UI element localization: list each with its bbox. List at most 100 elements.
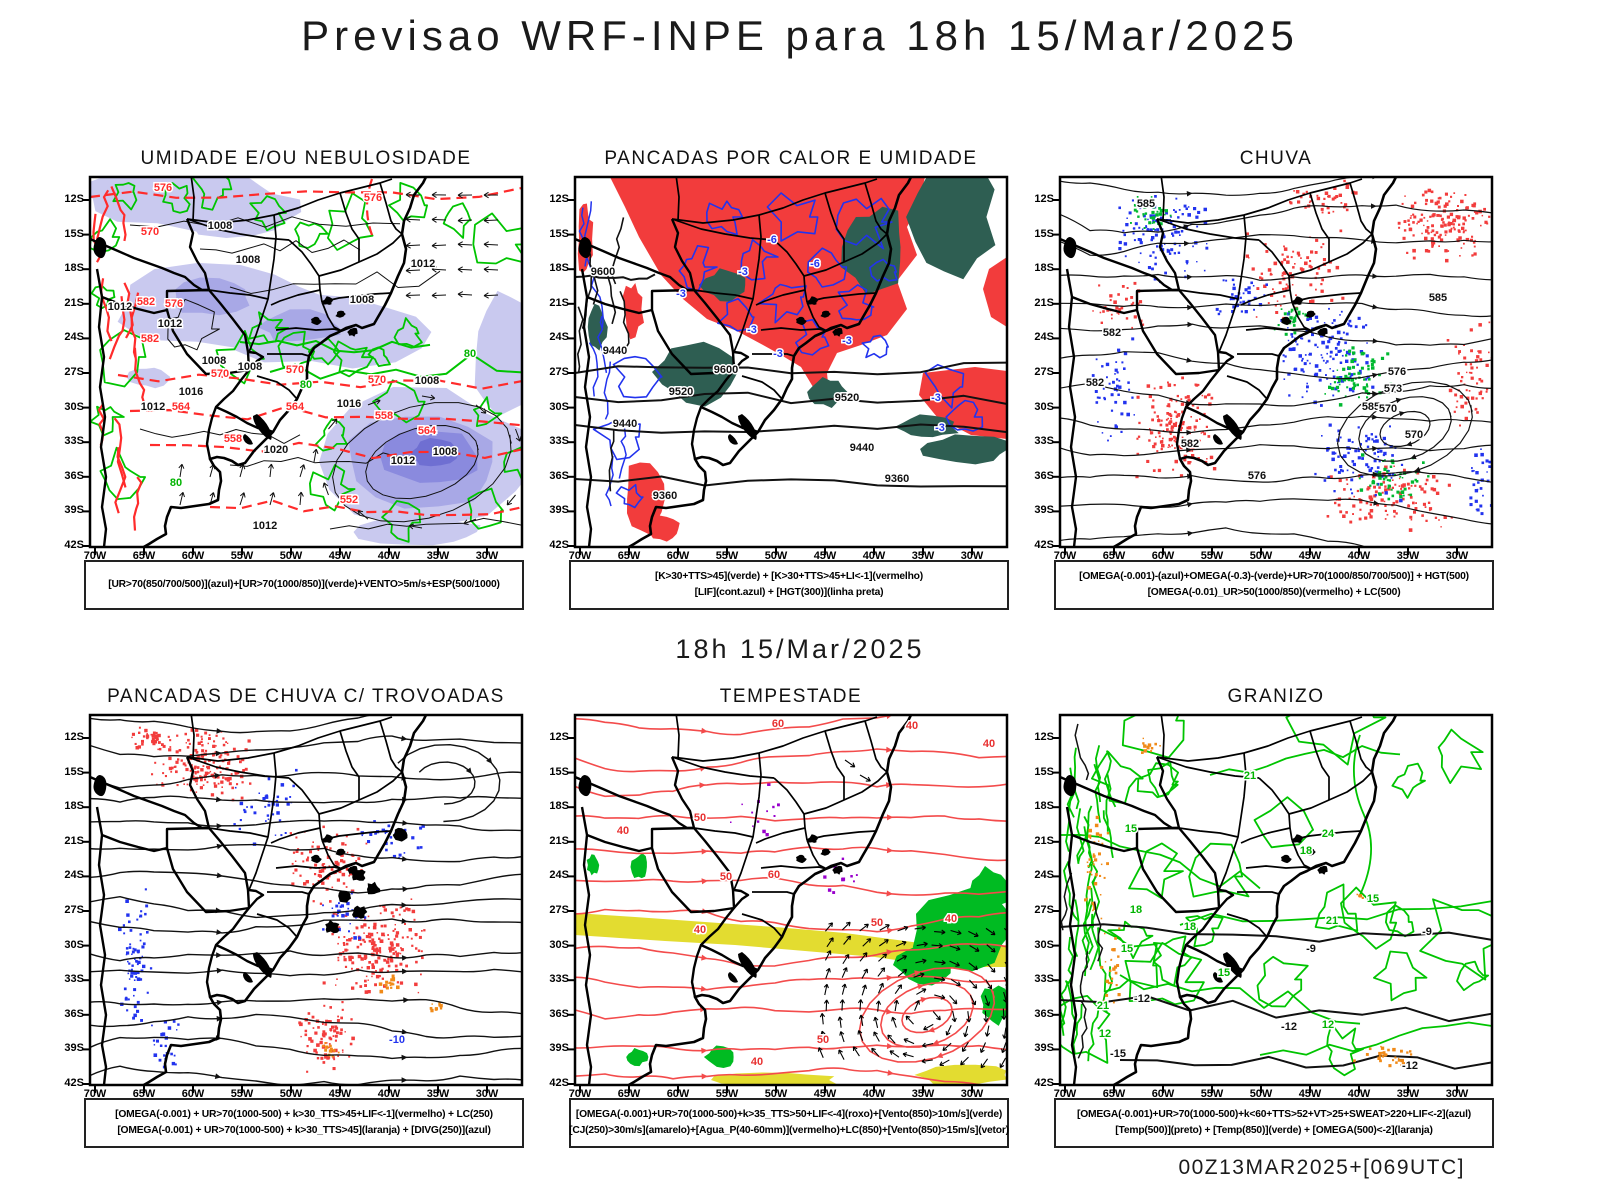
legend-line: [OMEGA(-0.001) + UR>70(1000-500) + k>30_… [117, 1125, 491, 1136]
svg-text:-12: -12 [1402, 1060, 1418, 1072]
svg-text:9520: 9520 [669, 386, 693, 398]
svg-text:9360: 9360 [885, 473, 909, 485]
map-canvas-trovoadas: -10 [83, 713, 524, 1093]
legend-line: [K>30+TTS>45](verde) + [K>30+TTS>45+LI<-… [654, 570, 924, 582]
lon-tick-label: 70W [83, 1088, 107, 1100]
svg-text:582: 582 [1103, 327, 1121, 339]
lat-tick-label: 21S [64, 834, 84, 847]
svg-text:80: 80 [300, 379, 312, 391]
svg-text:15: 15 [1367, 893, 1379, 905]
svg-text:80: 80 [170, 477, 182, 489]
lon-tick-label: 30W [475, 1088, 499, 1100]
svg-text:12: 12 [1322, 1019, 1334, 1031]
lon-tick-label: 50W [279, 1088, 303, 1100]
map-canvas-granizo: 21 24 15 18 21 15 18 15 15 12 21 12 18 -12 -9 -9 -12 -15 -… [1053, 713, 1494, 1093]
lon-tick-label: 35W [1396, 550, 1420, 562]
lat-tick-label: 36S [549, 469, 569, 482]
map-tempestade: 60 40 40 50 40 50 60 40 50 40 50 40 12S 15S 18S 21S 24S 2… [549, 713, 1009, 1100]
valid-time-label: 18h 15/Mar/2025 [675, 634, 925, 664]
panel-pancadas-calor: PANCADAS POR CALOR E UMIDADE 9600 9440 9600… [535, 148, 1015, 620]
lat-tick-label: 30S [64, 400, 84, 413]
legend-tempestade: [OMEGA(-0.001)+UR>70(1000-500)+k>35_TTS>… [569, 1098, 1009, 1148]
svg-text:570: 570 [1405, 429, 1423, 441]
lat-tick-label: 18S [1034, 262, 1054, 275]
lon-tick-label: 45W [1298, 550, 1322, 562]
svg-text:18: 18 [1184, 921, 1196, 933]
lat-tick-label: 33S [64, 973, 84, 986]
lat-tick-label: 21S [1034, 296, 1054, 309]
lat-tick-label: 24S [549, 869, 569, 882]
svg-text:582: 582 [1181, 438, 1199, 450]
legend-line: [LIF](cont.azul) + [HGT(300)](linha pret… [694, 587, 884, 598]
svg-text:50: 50 [817, 1034, 829, 1046]
svg-text:60: 60 [768, 869, 780, 881]
legend-line: [Temp(500)](preto) + [Temp(850)](verde) … [1115, 1125, 1433, 1136]
lat-tick-label: 36S [64, 1007, 84, 1020]
lat-tick-label: 36S [64, 469, 84, 482]
legend-line: [OMEGA(-0.001) + UR>70(1000-500) + k>30_… [115, 1108, 493, 1120]
svg-text:1012: 1012 [158, 318, 182, 330]
lat-tick-label: 27S [1034, 904, 1054, 916]
svg-text:9520: 9520 [835, 392, 859, 404]
svg-text:576: 576 [364, 192, 382, 204]
svg-text:50: 50 [694, 812, 706, 824]
svg-text:564: 564 [172, 401, 191, 413]
panel-title-tempestade: TEMPESTADE [719, 686, 863, 707]
svg-text:-3: -3 [738, 266, 748, 278]
lon-tick-label: 65W [1102, 550, 1126, 562]
svg-text:21: 21 [1244, 770, 1256, 782]
svg-text:15: 15 [1121, 943, 1133, 955]
lon-tick-label: 30W [1445, 1088, 1469, 1100]
svg-text:576: 576 [154, 182, 172, 194]
map-trovoadas: -10 12S 15S 18S 21S 24S 27S 30S 33S 36S 39S 42S 70W 6… [64, 713, 524, 1100]
svg-text:9440: 9440 [613, 418, 637, 430]
lat-tick-label: 33S [549, 973, 569, 986]
lat-tick-label: 39S [64, 504, 84, 517]
svg-text:570: 570 [286, 364, 304, 376]
lon-tick-label: 35W [911, 550, 935, 562]
lat-tick-label: 24S [64, 869, 84, 882]
lat-tick-label: 18S [64, 800, 84, 813]
lon-tick-label: 65W [1102, 1088, 1126, 1100]
svg-text:1012: 1012 [411, 258, 435, 270]
legend-line: [OMEGA(-0.001)-(azul)+OMEGA(-0.3)-(verde… [1079, 570, 1469, 582]
lon-tick-label: 55W [715, 1088, 739, 1100]
lon-tick-label: 60W [1151, 550, 1175, 562]
lat-tick-label: 24S [64, 331, 84, 344]
svg-text:40: 40 [617, 825, 629, 837]
lon-tick-label: 60W [181, 550, 205, 562]
svg-text:21: 21 [1326, 915, 1338, 927]
svg-text:-9: -9 [1422, 926, 1432, 938]
svg-text:1012: 1012 [108, 301, 132, 313]
lat-tick-label: 15S [64, 765, 84, 778]
lon-tick-label: 30W [475, 550, 499, 562]
lon-tick-label: 55W [1200, 550, 1224, 562]
lat-tick-label: 12S [549, 731, 569, 743]
svg-text:-9: -9 [1306, 943, 1316, 955]
panel-title-pancadas-calor: PANCADAS POR CALOR E UMIDADE [604, 148, 978, 169]
legend-trovoadas: [OMEGA(-0.001) + UR>70(1000-500) + k>30_… [84, 1098, 524, 1148]
lat-tick-label: 12S [549, 193, 569, 205]
svg-text:80: 80 [464, 348, 476, 360]
panel-title-chuva: CHUVA [1239, 148, 1313, 169]
lat-tick-label: 39S [549, 1042, 569, 1055]
lat-tick-label: 21S [549, 834, 569, 847]
lat-tick-label: 15S [549, 765, 569, 778]
lon-tick-label: 60W [181, 1088, 205, 1100]
svg-text:1008: 1008 [415, 375, 439, 387]
svg-text:40: 40 [983, 738, 995, 750]
lon-tick-label: 30W [960, 1088, 984, 1100]
lat-tick-label: 12S [1034, 731, 1054, 743]
page-title: Previsao WRF-INPE para 18h 15/Mar/2025 [301, 12, 1299, 59]
lat-tick-label: 12S [64, 731, 84, 743]
svg-text:1016: 1016 [337, 398, 361, 410]
lon-tick-label: 35W [1396, 1088, 1420, 1100]
lat-tick-label: 33S [1034, 435, 1054, 448]
lon-tick-label: 65W [132, 550, 156, 562]
lat-tick-label: 27S [549, 366, 569, 378]
svg-text:50: 50 [871, 917, 883, 929]
map-canvas-chuva: 585 585 585 582 582 582 576 573 570 576 570 [1053, 175, 1494, 555]
lat-tick-label: 30S [549, 400, 569, 413]
panel-title-granizo: GRANIZO [1227, 686, 1325, 707]
svg-text:-3: -3 [935, 422, 945, 434]
